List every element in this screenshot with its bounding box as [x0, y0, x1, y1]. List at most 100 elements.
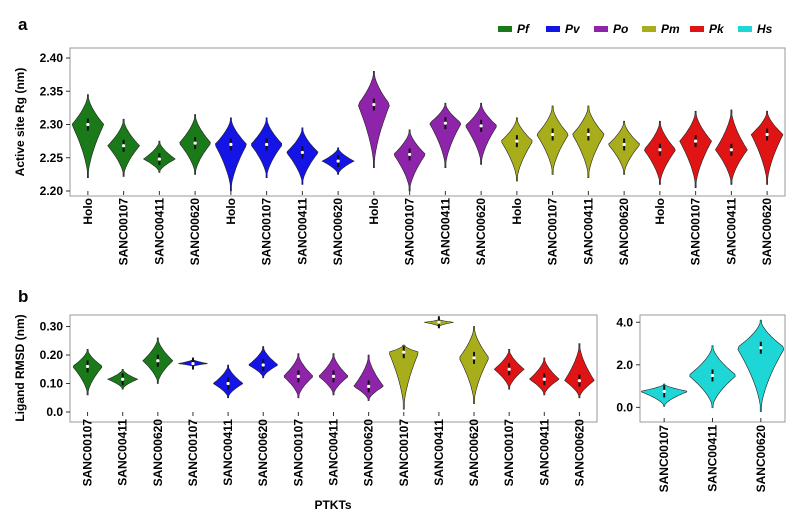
- plot-frame-b-left: [69, 314, 598, 423]
- x-tick-label: SANC00411: [537, 419, 551, 486]
- violin-median-dot: [658, 148, 662, 152]
- x-tick-label: SANC00620: [188, 198, 202, 266]
- x-tick-label: SANC00620: [760, 198, 774, 266]
- legend-label-po: Po: [613, 22, 628, 36]
- violin-median-dot: [402, 350, 406, 354]
- violin-median-dot: [367, 384, 371, 388]
- violin-hs-sanc00620: [737, 319, 785, 412]
- x-tick-label: Holo: [510, 198, 524, 225]
- plot-frame-a: [69, 47, 786, 197]
- violin-median-dot: [515, 139, 519, 143]
- legend-label-pk: Pk: [709, 22, 725, 36]
- violin-median-dot: [472, 356, 476, 360]
- violin-median-dot: [577, 379, 582, 383]
- x-tick-label: SANC00411: [581, 198, 595, 265]
- violin-po-holo: [358, 71, 390, 169]
- legend-label-pf: Pf: [517, 22, 530, 36]
- x-tick-label: SANC00107: [403, 198, 417, 266]
- violin-pm-sanc00411: [572, 105, 605, 178]
- x-tick-label: SANC00411: [724, 198, 738, 265]
- x-tick-label: SANC00107: [546, 198, 560, 266]
- violin-po-sanc00620: [465, 102, 497, 165]
- violin-median-dot: [662, 389, 666, 394]
- y-tick-label: 0.0: [46, 405, 63, 419]
- y-tick-label: 2.20: [40, 184, 64, 198]
- violin-median-dot: [622, 142, 626, 147]
- x-tick-label: SANC00107: [689, 198, 703, 266]
- x-tick-label: SANC00411: [706, 425, 720, 492]
- legend-label-pv: Pv: [565, 22, 581, 36]
- y-tick-label: 2.35: [40, 84, 64, 98]
- violin-pm-sanc00620: [459, 326, 489, 404]
- y-axis-label-a: Active site Rg (nm): [13, 68, 27, 177]
- x-tick-label: SANC00411: [327, 419, 341, 486]
- legend-swatch-pm: [642, 26, 656, 32]
- violin-median-dot: [437, 320, 441, 324]
- x-tick-label: SANC00411: [295, 198, 309, 265]
- y-tick-label: 2.25: [40, 151, 64, 165]
- x-tick-label: SANC00107: [260, 198, 274, 266]
- legend-swatch-pk: [690, 26, 704, 32]
- x-tick-label: SANC00107: [81, 419, 95, 487]
- x-tick-label: SANC00411: [432, 419, 446, 486]
- x-tick-label: SANC00107: [291, 419, 305, 487]
- violin-median-dot: [193, 141, 197, 145]
- y-tick-label: 2.30: [40, 118, 64, 132]
- violin-median-dot: [507, 367, 511, 371]
- y-tick-label: 0.30: [40, 320, 64, 334]
- x-axis-label-b: PTKTs: [314, 498, 351, 512]
- x-tick-label: Holo: [81, 198, 95, 225]
- violin-median-dot: [86, 122, 90, 127]
- panel-label-b: b: [18, 287, 28, 306]
- x-tick-label: SANC00107: [397, 419, 411, 487]
- violin-median-dot: [331, 374, 336, 378]
- legend-label-hs: Hs: [757, 22, 773, 36]
- legend-swatch-po: [594, 26, 608, 32]
- violin-median-dot: [122, 144, 126, 148]
- violin-median-dot: [408, 152, 412, 157]
- legend: Pf Pv Po Pm Pk Hs: [498, 22, 773, 36]
- violin-pk-sanc00620: [750, 110, 784, 185]
- x-tick-label: Holo: [367, 198, 381, 225]
- x-tick-label: SANC00620: [617, 198, 631, 266]
- x-tick-label: SANC00107: [117, 198, 131, 266]
- y-tick-label: 0.0: [616, 400, 633, 414]
- violin-median-dot: [85, 364, 90, 369]
- x-tick-label: SANC00411: [116, 419, 130, 486]
- x-tick-label: SANC00620: [151, 419, 165, 487]
- violin-median-dot: [156, 359, 160, 363]
- x-tick-label: SANC00411: [438, 198, 452, 265]
- violin-median-dot: [229, 142, 233, 147]
- x-tick-label: SANC00411: [221, 419, 235, 486]
- legend-label-pm: Pm: [661, 22, 680, 36]
- violin-median-dot: [265, 142, 269, 147]
- y-tick-label: 2.40: [40, 51, 64, 65]
- violin-pv-holo: [214, 117, 247, 192]
- violin-median-dot: [157, 157, 161, 161]
- violin-median-dot: [551, 132, 555, 137]
- legend-swatch-pf: [498, 26, 512, 32]
- violin-pk-sanc00620: [564, 343, 595, 399]
- y-tick-label: 0.10: [40, 377, 64, 391]
- violin-median-dot: [710, 373, 715, 378]
- x-tick-label: SANC00107: [657, 425, 671, 493]
- violin-median-dot: [542, 377, 546, 381]
- y-axis-label-b: Ligand RMSD (nm): [13, 314, 27, 421]
- violin-median-dot: [261, 363, 265, 367]
- violin-pm-holo: [501, 117, 533, 182]
- chart-panel-a: Active site Rg (nm) 2.20 2.25 2.30 2.35 2.40…: [13, 47, 786, 266]
- x-tick-label: SANC00620: [467, 419, 481, 487]
- violin-median-dot: [300, 150, 304, 155]
- violin-median-dot: [191, 361, 195, 366]
- x-tick-label: SANC00620: [572, 419, 586, 487]
- x-tick-label: SANC00620: [362, 419, 376, 487]
- violin-median-dot: [765, 132, 769, 137]
- violin-pk-sanc00107: [679, 110, 712, 189]
- violin-median-dot: [443, 121, 447, 125]
- violin-po-sanc00411: [429, 102, 462, 169]
- x-tick-label: Holo: [653, 198, 667, 225]
- x-tick-label: SANC00107: [186, 419, 200, 487]
- y-tick-label: 2.0: [616, 358, 633, 372]
- legend-swatch-hs: [738, 26, 752, 32]
